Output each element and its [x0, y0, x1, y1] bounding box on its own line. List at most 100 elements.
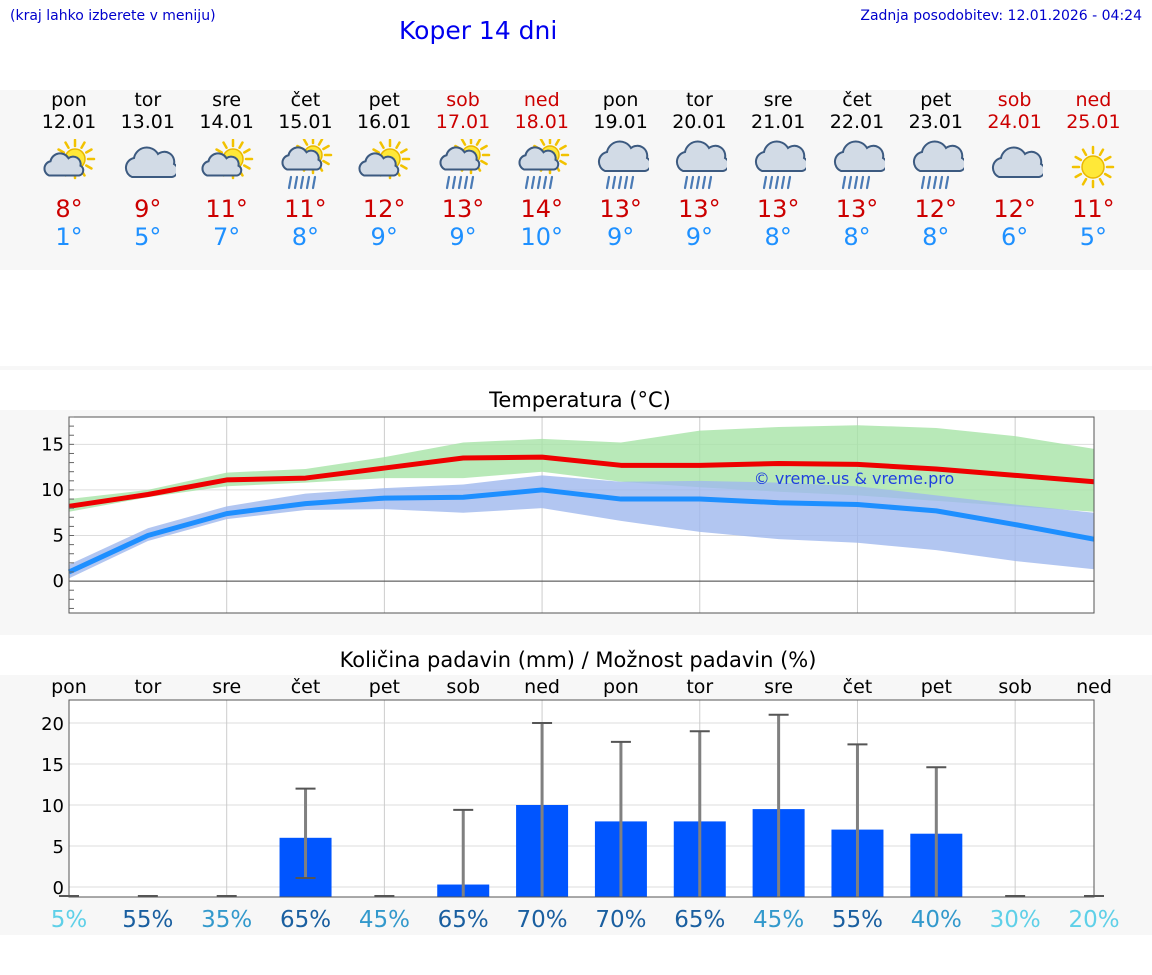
min-temp: 1° [55, 223, 83, 251]
x-category-label: sob [998, 676, 1032, 698]
x-category-label: sre [212, 676, 241, 698]
day-column: pon 19.01 13° 9° [581, 89, 661, 251]
day-column: pet 16.01 12° 9° [344, 89, 424, 251]
min-temp: 6° [1000, 223, 1029, 251]
y-tick-label: 10 [41, 480, 64, 501]
day-date: 23.01 [908, 111, 963, 133]
day-name: sre [212, 89, 242, 111]
cloud-icon [124, 146, 176, 178]
max-temp: 13° [678, 195, 721, 223]
min-temp: 8° [843, 223, 871, 251]
day-column: sob 24.01 12° 6° [975, 89, 1055, 251]
watermark: © vreme.us & vreme.pro [754, 469, 955, 488]
day-column: čet 15.01 11° 8° [265, 89, 345, 251]
day-date: 18.01 [514, 111, 569, 133]
precip-probability: 70% [595, 907, 646, 933]
cloud-icon [991, 146, 1043, 178]
precip-probability: 65% [280, 907, 331, 933]
x-category-label: pet [369, 676, 400, 698]
x-category-label: čet [291, 676, 321, 698]
day-column: pet 23.01 12° 8° [896, 89, 976, 251]
x-category-label: tor [134, 676, 161, 698]
day-name: čet [842, 89, 872, 111]
day-column: sre 14.01 11° 7° [187, 89, 267, 251]
day-name: čet [290, 89, 321, 111]
plot-frame [68, 416, 1095, 614]
y-tick-label: 5 [53, 526, 64, 547]
page-title: Koper 14 dni [399, 16, 558, 45]
day-name: pon [602, 89, 639, 111]
day-date: 21.01 [750, 111, 806, 133]
day-column: čet 22.01 13° 8° [817, 89, 897, 251]
max-temp: 13° [441, 195, 485, 223]
day-date: 12.01 [41, 111, 97, 133]
day-name: pet [920, 89, 952, 111]
day-name: sob [446, 89, 480, 111]
precip-probability: 35% [201, 907, 252, 933]
max-temp: 11° [205, 195, 248, 223]
min-temp: 8° [922, 223, 950, 251]
min-temp: 9° [685, 223, 714, 251]
max-temp: 13° [599, 195, 642, 223]
x-category-label: ned [1076, 676, 1112, 698]
precipitation-chart: Količina padavin (mm) / Možnost padavin … [41, 648, 1119, 933]
day-name: ned [1075, 89, 1112, 111]
y-tick-label: 5 [53, 837, 64, 858]
cloud-rain-icon [755, 140, 807, 190]
day-date: 15.01 [278, 111, 333, 133]
min-temp: 9° [449, 223, 477, 251]
precip-probability: 5% [51, 907, 88, 933]
precip-probability: 65% [674, 907, 725, 933]
y-tick-label: 20 [41, 714, 64, 735]
temperature-chart: 0 5 10 15 Temperatura (°C) © vreme.us & vreme… [41, 388, 1095, 614]
sun-cloud-rain-icon [281, 139, 333, 190]
forecast-band [0, 90, 1152, 270]
x-category-label: pon [603, 676, 639, 698]
day-column: pon 12.01 8° 1° [29, 89, 109, 251]
cloud-rain-icon [912, 140, 964, 190]
precip-probability: 70% [517, 907, 568, 933]
location-menu-hint: (kraj lahko izberete v meniju) [10, 8, 216, 24]
max-temp: 8° [55, 195, 83, 223]
precip-chart-title: Količina padavin (mm) / Možnost padavin … [340, 648, 817, 672]
day-date: 16.01 [356, 111, 412, 133]
day-date: 17.01 [435, 111, 491, 133]
sun-cloud-icon [358, 139, 411, 180]
max-temp: 14° [520, 195, 564, 223]
max-temp: 12° [362, 195, 406, 223]
cloud-rain-icon [597, 140, 649, 190]
precip-probability: 20% [1068, 907, 1119, 933]
day-date: 20.01 [672, 111, 727, 133]
max-temp: 13° [835, 195, 879, 223]
max-temp-line [68, 454, 1095, 509]
y-tick-label: 0 [53, 878, 64, 899]
min-temp: 9° [606, 223, 635, 251]
sun-cloud-icon [201, 139, 253, 180]
day-date: 14.01 [199, 111, 254, 133]
precip-probability: 30% [990, 907, 1041, 933]
precip-probability: 45% [753, 907, 804, 933]
y-tick-label: 15 [41, 755, 64, 776]
x-category-label: tor [686, 676, 713, 698]
sun-cloud-rain-icon [518, 139, 570, 190]
x-category-label: sob [446, 676, 480, 698]
day-column: tor 13.01 9° 5° [108, 89, 188, 251]
x-category-label: ned [524, 676, 560, 698]
max-temp: 11° [284, 195, 327, 223]
day-name: tor [685, 89, 713, 111]
max-temp: 9° [134, 195, 162, 223]
precip-probability: 55% [122, 907, 173, 933]
y-tick-label: 10 [41, 796, 64, 817]
day-date: 25.01 [1066, 111, 1121, 133]
day-date: 22.01 [829, 111, 885, 133]
day-date: 24.01 [987, 111, 1042, 133]
temperature-chart-title: Temperatura (°C) [488, 388, 671, 412]
sun-cloud-rain-icon [439, 139, 491, 190]
min-temp: 10° [520, 223, 564, 251]
plot-frame [68, 699, 1095, 898]
day-date: 19.01 [593, 111, 648, 133]
min-temp-line [67, 487, 1095, 575]
x-category-label: pet [921, 676, 952, 698]
max-temp: 12° [993, 195, 1036, 223]
y-tick-label: 0 [53, 571, 64, 592]
